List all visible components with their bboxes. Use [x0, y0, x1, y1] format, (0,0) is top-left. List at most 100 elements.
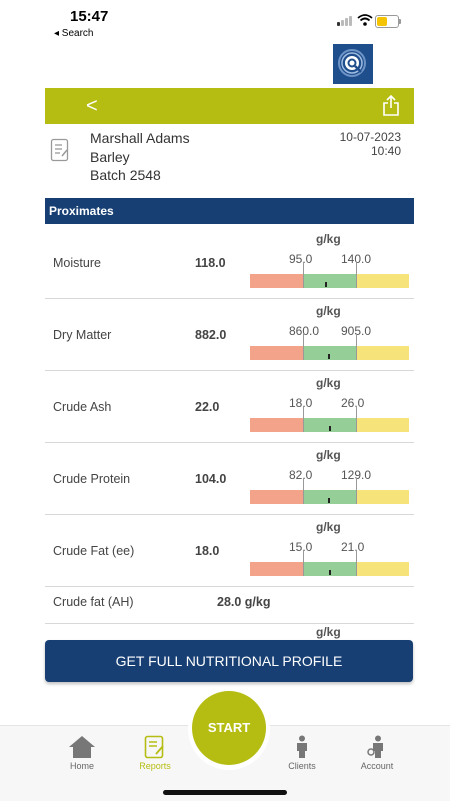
target-zone — [303, 346, 356, 360]
analyte-row-dry-matter: g/kg Dry Matter 882.0 860.0 905.0 — [45, 298, 414, 371]
nav-clients[interactable]: Clients — [272, 735, 332, 780]
analyte-row-crude-ash: g/kg Crude Ash 22.0 18.0 26.0 — [45, 370, 414, 443]
analyte-value: 28.0 g/kg — [217, 595, 271, 609]
home-icon — [69, 736, 95, 758]
analyte-row-moisture: g/kg Moisture 118.0 95.0 140.0 — [45, 226, 414, 299]
unit-label: g/kg — [316, 376, 341, 390]
analyte-label: Crude Protein — [53, 472, 131, 486]
back-button[interactable]: < — [86, 95, 98, 117]
nav-reports[interactable]: Reports — [125, 735, 185, 780]
target-zone — [303, 274, 356, 288]
reports-icon — [144, 735, 164, 759]
range-low: 860.0 — [289, 324, 320, 338]
battery-icon — [375, 15, 401, 28]
signal-icon — [337, 16, 353, 26]
analyte-row-crude-fat-ah: Crude fat (AH) 28.0 g/kg — [45, 585, 414, 624]
low-zone — [250, 562, 303, 576]
range-low: 15.0 — [289, 540, 313, 554]
analyte-row-crude-protein: g/kg Crude Protein 104.0 82.0 129.0 — [45, 442, 414, 515]
analyte-label: Crude Ash — [53, 400, 112, 414]
range-bar — [250, 262, 409, 288]
status-time: 15:47 — [70, 8, 109, 25]
unit-label: g/kg — [316, 520, 341, 534]
unit-label: g/kg — [316, 625, 341, 639]
range-low-tick — [303, 478, 304, 504]
range-high: 26.0 — [341, 396, 365, 410]
range-high-tick — [356, 262, 357, 288]
target-zone — [303, 490, 356, 504]
client-product: Barley — [90, 149, 130, 165]
analyte-value: 882.0 — [195, 328, 227, 342]
high-zone — [356, 346, 409, 360]
range-bar — [250, 334, 409, 360]
value-marker — [325, 282, 327, 287]
range-low-tick — [303, 334, 304, 360]
wifi-icon — [357, 14, 373, 26]
target-zone — [303, 562, 356, 576]
report-date: 10-07-2023 — [339, 130, 401, 144]
analyte-label: Crude Fat (ee) — [53, 544, 135, 558]
client-batch: Batch 2548 — [90, 167, 161, 183]
report-time: 10:40 — [370, 144, 401, 158]
section-header — [45, 198, 414, 224]
target-zone — [303, 418, 356, 432]
range-high-tick — [356, 334, 357, 360]
range-bar — [250, 406, 409, 432]
range-high-tick — [356, 550, 357, 576]
unit-label: g/kg — [316, 232, 341, 246]
range-low-tick — [303, 550, 304, 576]
low-zone — [250, 346, 303, 360]
analyte-label: Moisture — [53, 256, 101, 270]
get-full-profile-button[interactable]: GET FULL NUTRITIONAL PROFILE — [45, 640, 413, 682]
app-logo — [333, 44, 373, 84]
analyte-value: 104.0 — [195, 472, 227, 486]
header-bar — [45, 88, 414, 124]
range-high-tick — [356, 478, 357, 504]
range-low: 18.0 — [289, 396, 313, 410]
home-indicator — [163, 790, 287, 795]
clients-icon — [297, 735, 307, 758]
unit-label: g/kg — [316, 304, 341, 318]
range-low-tick — [303, 406, 304, 432]
document-icon — [50, 138, 69, 162]
value-marker — [328, 354, 330, 359]
high-zone — [356, 274, 409, 288]
range-high: 21.0 — [341, 540, 365, 554]
range-high: 140.0 — [341, 252, 372, 266]
range-bar — [250, 550, 409, 576]
nav-clients-label: Clients — [288, 761, 316, 771]
low-zone — [250, 418, 303, 432]
analyte-label: Dry Matter — [53, 328, 112, 342]
range-low: 82.0 — [289, 468, 313, 482]
high-zone — [356, 562, 409, 576]
range-high: 129.0 — [341, 468, 372, 482]
value-marker — [328, 498, 330, 503]
high-zone — [356, 418, 409, 432]
value-marker — [329, 426, 331, 431]
unit-label: g/kg — [316, 448, 341, 462]
value-marker — [329, 570, 331, 575]
nav-home[interactable]: Home — [52, 735, 112, 780]
range-low-tick — [303, 262, 304, 288]
client-name: Marshall Adams — [90, 130, 190, 146]
analyte-label: Crude fat (AH) — [53, 595, 134, 609]
section-title: Proximates — [49, 204, 114, 218]
low-zone — [250, 490, 303, 504]
range-high: 905.0 — [341, 324, 372, 338]
range-high-tick — [356, 406, 357, 432]
nav-home-label: Home — [69, 761, 94, 771]
analyte-row-crude-fat-ee: g/kg Crude Fat (ee) 18.0 15.0 21.0 — [45, 514, 414, 587]
low-zone — [250, 274, 303, 288]
account-icon — [367, 735, 383, 758]
range-low: 95.0 — [289, 252, 313, 266]
share-icon[interactable] — [382, 94, 400, 116]
nav-account-label: Account — [360, 761, 394, 771]
analyte-value: 118.0 — [195, 256, 226, 270]
start-button[interactable]: START — [192, 691, 266, 765]
analyte-value: 18.0 — [195, 544, 220, 558]
back-to-search-link[interactable]: ◂ Search — [54, 28, 94, 39]
nav-account[interactable]: Account — [347, 735, 407, 780]
analyte-value: 22.0 — [195, 400, 220, 414]
range-bar — [250, 478, 409, 504]
high-zone — [356, 490, 409, 504]
